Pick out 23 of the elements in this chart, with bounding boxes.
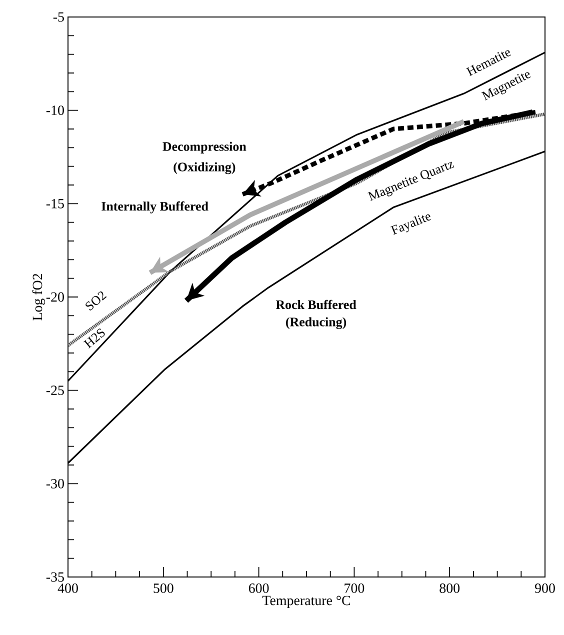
y-tick-label: -5 [53,12,64,22]
x-tick-label: 400 [58,584,78,593]
annotation: SO2 [86,291,107,311]
annotation: (Oxidizing) [174,162,236,174]
x-tick-label: 700 [344,584,364,593]
y-tick-label: -35 [46,572,64,582]
y-axis-title: Log fO2 [32,274,46,320]
y-tick-label: -25 [46,386,64,396]
y-tick-label: -10 [46,106,64,116]
annotation: (Reducing) [286,317,346,330]
y-tick-label: -15 [46,198,64,208]
x-tick-label: 500 [154,584,174,593]
x-tick-label: 900 [534,584,555,593]
x-axis-title: Temperature °C [262,596,350,608]
annotation: H2S [83,328,105,348]
annotation: Internally Buffered [102,201,208,214]
annotation: Decompression [162,142,246,154]
x-tick-label: 800 [440,584,460,593]
y-tick-label: -20 [46,292,64,302]
x-tick-label: 600 [248,584,269,593]
annotation: Fayalite [390,214,432,235]
annotation: Rock Buffered [276,300,356,310]
y-tick-label: -30 [46,478,64,488]
